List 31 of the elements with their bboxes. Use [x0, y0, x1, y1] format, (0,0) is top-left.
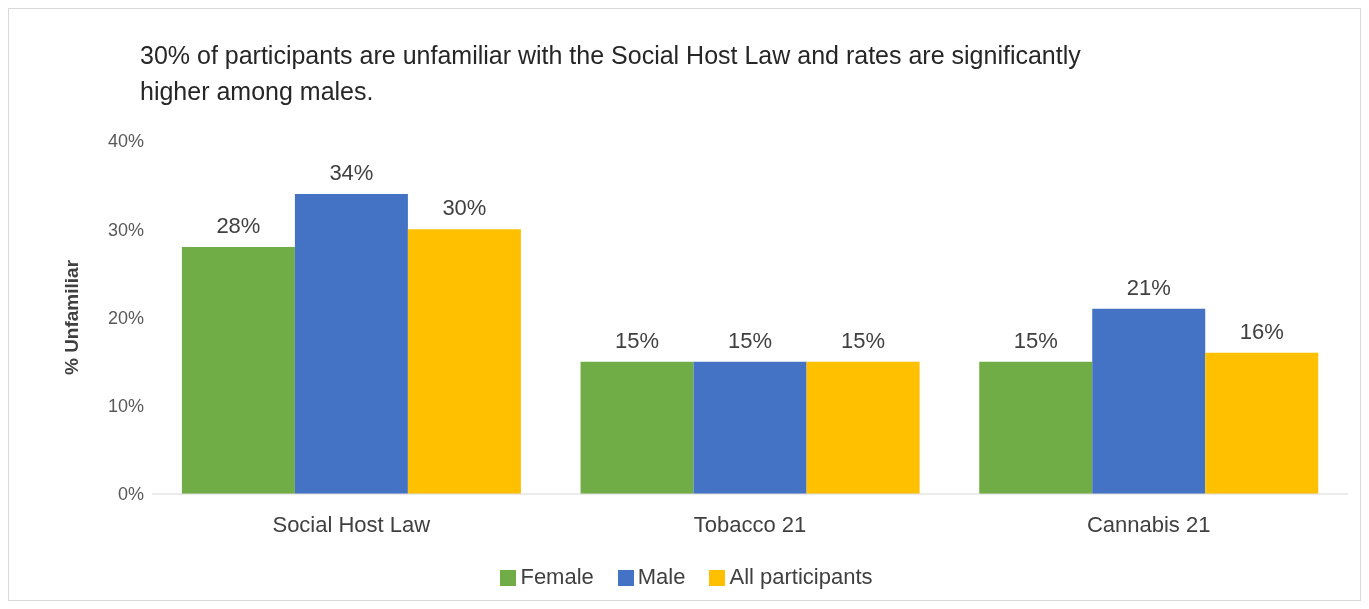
data-label: 15% [615, 327, 660, 353]
bar [407, 229, 521, 494]
bar [693, 361, 807, 494]
legend-label: Female [520, 564, 594, 589]
data-label: 30% [442, 195, 487, 221]
y-tick-label: 10% [107, 396, 144, 417]
bar [181, 246, 295, 494]
data-label: 15% [728, 327, 773, 353]
x-tick-label: Cannabis 21 [1086, 511, 1211, 537]
data-label: 21% [1126, 274, 1171, 300]
data-label: 15% [841, 327, 886, 353]
bar [294, 193, 408, 494]
data-label: 28% [216, 212, 261, 238]
y-axis-title: % Unfamiliar [60, 259, 82, 376]
y-tick-label: 20% [107, 307, 144, 328]
x-tick-label: Social Host Law [272, 511, 431, 537]
y-tick-label: 30% [107, 219, 144, 240]
bar [1092, 308, 1206, 494]
x-tick-label: Tobacco 21 [693, 511, 807, 537]
y-tick-label: 0% [117, 484, 144, 505]
chart-title: 30% of participants are unfamiliar with the Social Host Law and rates are significantly higher among males. [140, 40, 1082, 107]
bar [580, 361, 694, 494]
data-label: 34% [329, 159, 374, 185]
bar [979, 361, 1093, 494]
data-label: 16% [1239, 318, 1284, 344]
legend-label: All participants [729, 564, 873, 589]
y-tick-label: 40% [107, 131, 144, 152]
bar [806, 361, 920, 494]
data-label: 15% [1013, 327, 1058, 353]
legend-label: Male [637, 564, 686, 589]
bar [1205, 352, 1319, 494]
